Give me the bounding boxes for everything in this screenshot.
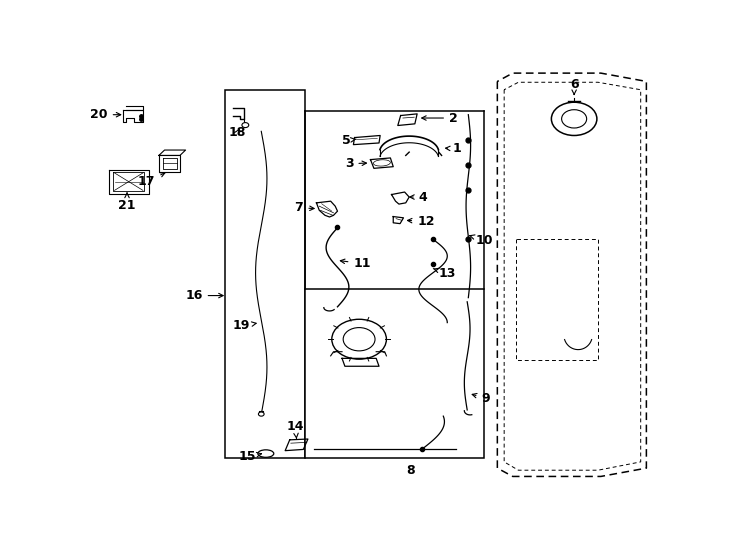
Text: 2: 2 xyxy=(422,112,458,125)
Text: 10: 10 xyxy=(470,234,493,247)
Text: 5: 5 xyxy=(342,134,356,147)
Bar xyxy=(225,90,305,458)
Text: 14: 14 xyxy=(287,420,304,438)
Circle shape xyxy=(344,328,375,351)
Text: 18: 18 xyxy=(229,126,246,139)
Circle shape xyxy=(258,412,264,416)
Text: 16: 16 xyxy=(185,289,223,302)
Text: 6: 6 xyxy=(570,78,578,94)
Text: 12: 12 xyxy=(407,214,435,228)
Text: 8: 8 xyxy=(406,464,415,477)
Text: 4: 4 xyxy=(410,191,428,204)
Text: 13: 13 xyxy=(433,267,456,280)
Bar xyxy=(305,289,484,458)
Text: 9: 9 xyxy=(472,392,490,405)
Circle shape xyxy=(242,123,249,127)
Text: 19: 19 xyxy=(233,320,256,333)
Text: 21: 21 xyxy=(118,193,136,212)
Circle shape xyxy=(551,102,597,136)
Text: 3: 3 xyxy=(345,157,366,170)
Ellipse shape xyxy=(258,450,274,457)
Text: 11: 11 xyxy=(341,257,371,270)
Text: 20: 20 xyxy=(90,108,120,121)
Circle shape xyxy=(332,319,386,359)
Text: 7: 7 xyxy=(294,201,314,214)
Text: 1: 1 xyxy=(446,143,462,156)
Text: 17: 17 xyxy=(138,173,165,188)
Text: 15: 15 xyxy=(238,450,261,463)
Circle shape xyxy=(562,110,586,128)
